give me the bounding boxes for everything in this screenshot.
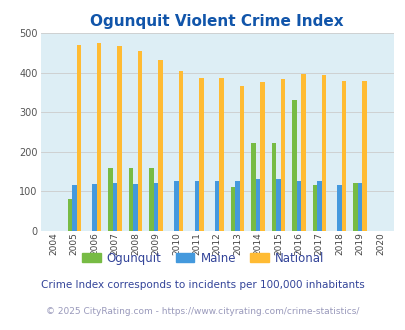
Text: © 2025 CityRating.com - https://www.cityrating.com/crime-statistics/: © 2025 CityRating.com - https://www.city… [46, 307, 359, 316]
Bar [296, 181, 301, 231]
Bar [362, 81, 366, 231]
Bar [92, 184, 97, 231]
Bar [255, 179, 260, 231]
Bar [149, 168, 153, 231]
Bar [271, 143, 275, 231]
Bar [312, 185, 316, 231]
Bar [214, 181, 219, 231]
Bar [67, 199, 72, 231]
Bar [352, 183, 357, 231]
Bar [316, 181, 321, 231]
Bar [357, 183, 362, 231]
Bar [117, 46, 121, 231]
Bar [251, 143, 255, 231]
Bar [133, 184, 137, 231]
Bar [198, 78, 203, 231]
Bar [113, 183, 117, 231]
Bar [275, 179, 280, 231]
Bar [260, 82, 264, 231]
Bar [153, 183, 158, 231]
Bar [77, 45, 81, 231]
Legend: Ogunquit, Maine, National: Ogunquit, Maine, National [77, 247, 328, 269]
Bar [178, 71, 183, 231]
Bar [280, 79, 284, 231]
Bar [108, 168, 113, 231]
Bar [341, 81, 345, 231]
Title: Ogunquit Violent Crime Index: Ogunquit Violent Crime Index [90, 14, 343, 29]
Bar [321, 75, 325, 231]
Bar [292, 100, 296, 231]
Bar [72, 185, 77, 231]
Text: Crime Index corresponds to incidents per 100,000 inhabitants: Crime Index corresponds to incidents per… [41, 280, 364, 290]
Bar [230, 187, 235, 231]
Bar [97, 43, 101, 231]
Bar [194, 181, 198, 231]
Bar [174, 181, 178, 231]
Bar [137, 51, 142, 231]
Bar [301, 74, 305, 231]
Bar [235, 181, 239, 231]
Bar [337, 185, 341, 231]
Bar [158, 60, 162, 231]
Bar [128, 168, 133, 231]
Bar [219, 78, 224, 231]
Bar [239, 86, 244, 231]
